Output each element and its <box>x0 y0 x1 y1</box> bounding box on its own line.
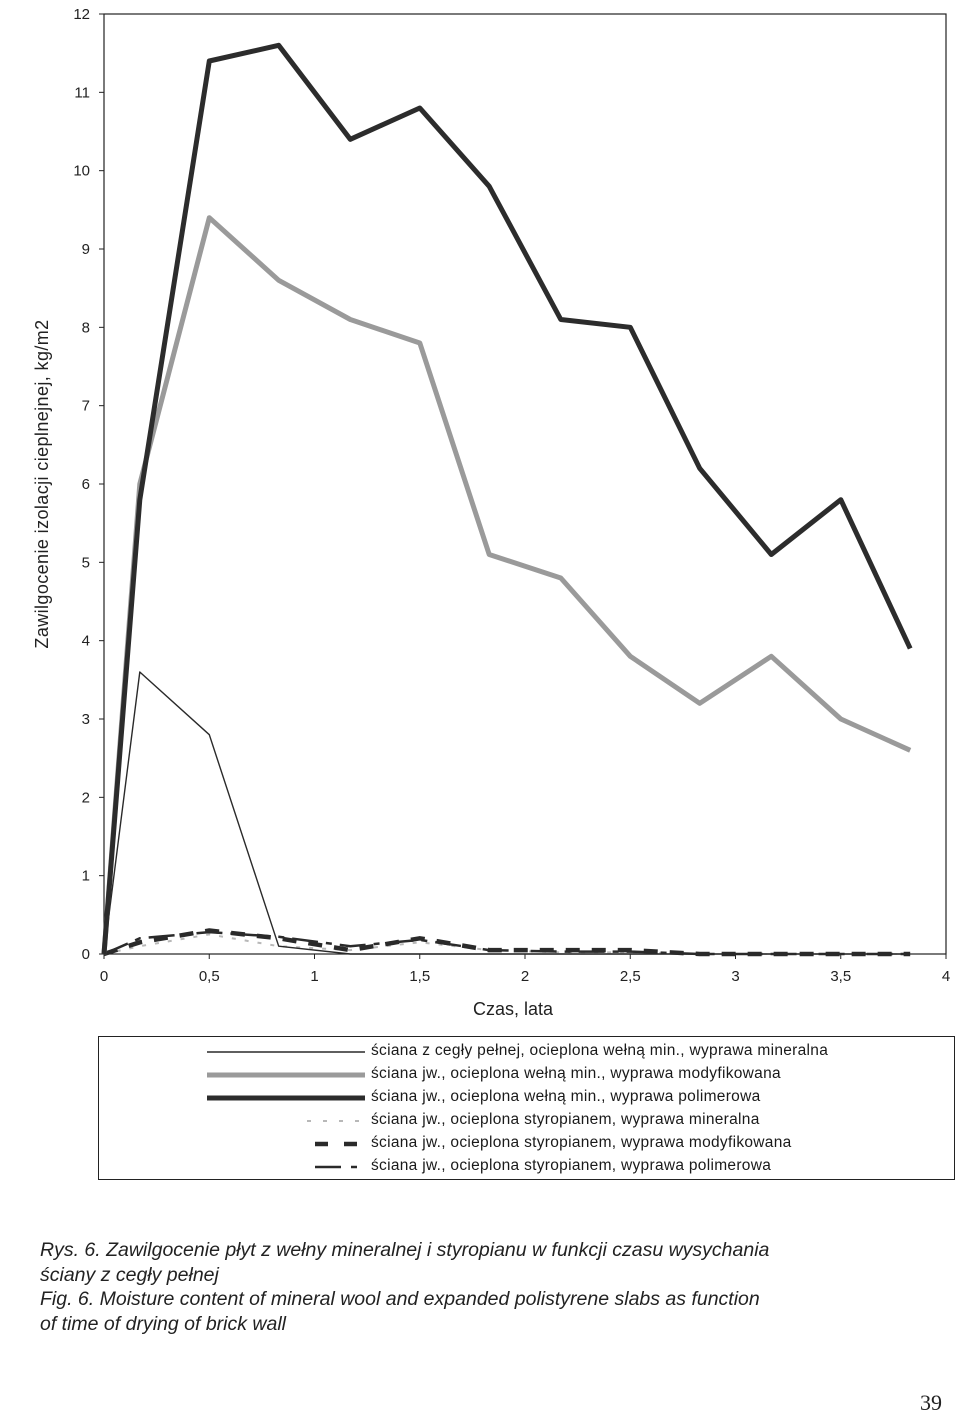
y-tick-label: 6 <box>82 476 90 493</box>
caption-line: Rys. 6. Zawilgocenie płyt z wełny minera… <box>40 1239 770 1261</box>
x-tick-label: 3 <box>731 968 739 985</box>
legend-swatch-long-short-dash <box>315 1165 365 1169</box>
series-line-long-short-dash <box>103 930 911 956</box>
x-tick-label: 2 <box>521 968 529 985</box>
legend-swatch-thick-gray <box>207 1072 365 1078</box>
y-tick-label: 11 <box>74 84 90 101</box>
series-line-thick-gray <box>101 215 912 955</box>
y-tick-label: 5 <box>82 554 90 571</box>
legend-entry: ściana jw., ocieplona styropianem, wypra… <box>99 1156 954 1178</box>
legend-label: ściana jw., ocieplona styropianem, wypra… <box>371 1111 760 1128</box>
plot-area-frame <box>103 13 947 955</box>
legend-label: ściana jw., ocieplona wełną min., wypraw… <box>371 1065 781 1082</box>
legend-swatch-light-dotted <box>307 1120 365 1122</box>
series-line-thin-solid <box>103 671 911 955</box>
x-tick-label: 1 <box>310 968 318 985</box>
series-layer <box>101 42 913 957</box>
legend-entry: ściana z cegły pełnej, ocieplona wełną m… <box>99 1041 954 1063</box>
x-tick-label: 2,5 <box>620 968 641 985</box>
x-tick-label: 1,5 <box>409 968 430 985</box>
legend-swatch-thick-dashed <box>315 1141 365 1147</box>
legend-label: ściana jw., ocieplona wełną min., wypraw… <box>371 1088 761 1105</box>
caption-line: of time of drying of brick wall <box>40 1312 287 1335</box>
y-tick-label: 7 <box>82 398 90 415</box>
legend: ściana z cegły pełnej, ocieplona wełną m… <box>98 1036 955 1180</box>
legend-entry: ściana jw., ocieplona wełną min., wypraw… <box>99 1064 954 1086</box>
x-axis: 0 0,5 1 1,5 2 2,5 3 3,5 4 <box>100 954 950 985</box>
y-tick-label: 1 <box>82 868 90 885</box>
y-tick-label: 4 <box>82 633 90 650</box>
x-tick-label: 4 <box>942 968 950 985</box>
series-line-light-dotted <box>103 933 911 955</box>
y-axis-label: Zawilgocenie izolacji cieplnejnej, kg/m2 <box>32 319 52 648</box>
legend-label: ściana jw., ocieplona styropianem, wypra… <box>371 1157 772 1174</box>
legend-swatch-thin-solid <box>207 1051 365 1053</box>
x-tick-label: 3,5 <box>830 968 851 985</box>
y-tick-label: 2 <box>82 789 90 806</box>
series-line-thick-dashed <box>103 928 911 957</box>
y-tick-label: 10 <box>73 163 90 180</box>
legend-label: ściana jw., ocieplona styropianem, wypra… <box>371 1134 792 1151</box>
legend-entry: ściana jw., ocieplona wełną min., wypraw… <box>99 1087 954 1109</box>
legend-label: ściana z cegły pełnej, ocieplona wełną m… <box>371 1042 829 1059</box>
legend-swatch-thick-black <box>207 1095 365 1101</box>
x-axis-label: Czas, lata <box>473 999 554 1019</box>
caption-line: ściany z cegły pełnej <box>40 1263 219 1286</box>
y-tick-label: 12 <box>73 6 90 23</box>
x-tick-label: 0 <box>100 968 108 985</box>
y-tick-label: 3 <box>82 711 90 728</box>
legend-entry: ściana jw., ocieplona styropianem, wypra… <box>99 1133 954 1155</box>
page-number: 39 <box>920 1390 942 1415</box>
y-tick-label: 9 <box>82 241 90 258</box>
x-tick-label: 0,5 <box>199 968 220 985</box>
figure-caption: Rys. 6. Zawilgocenie płyt z wełny minera… <box>40 1238 920 1336</box>
caption-line: Fig. 6. Moisture content of mineral wool… <box>40 1288 760 1310</box>
series-line-thick-black <box>101 42 913 955</box>
legend-entry: ściana jw., ocieplona styropianem, wypra… <box>99 1110 954 1132</box>
y-tick-label: 8 <box>82 319 90 336</box>
y-tick-label: 0 <box>82 946 90 963</box>
